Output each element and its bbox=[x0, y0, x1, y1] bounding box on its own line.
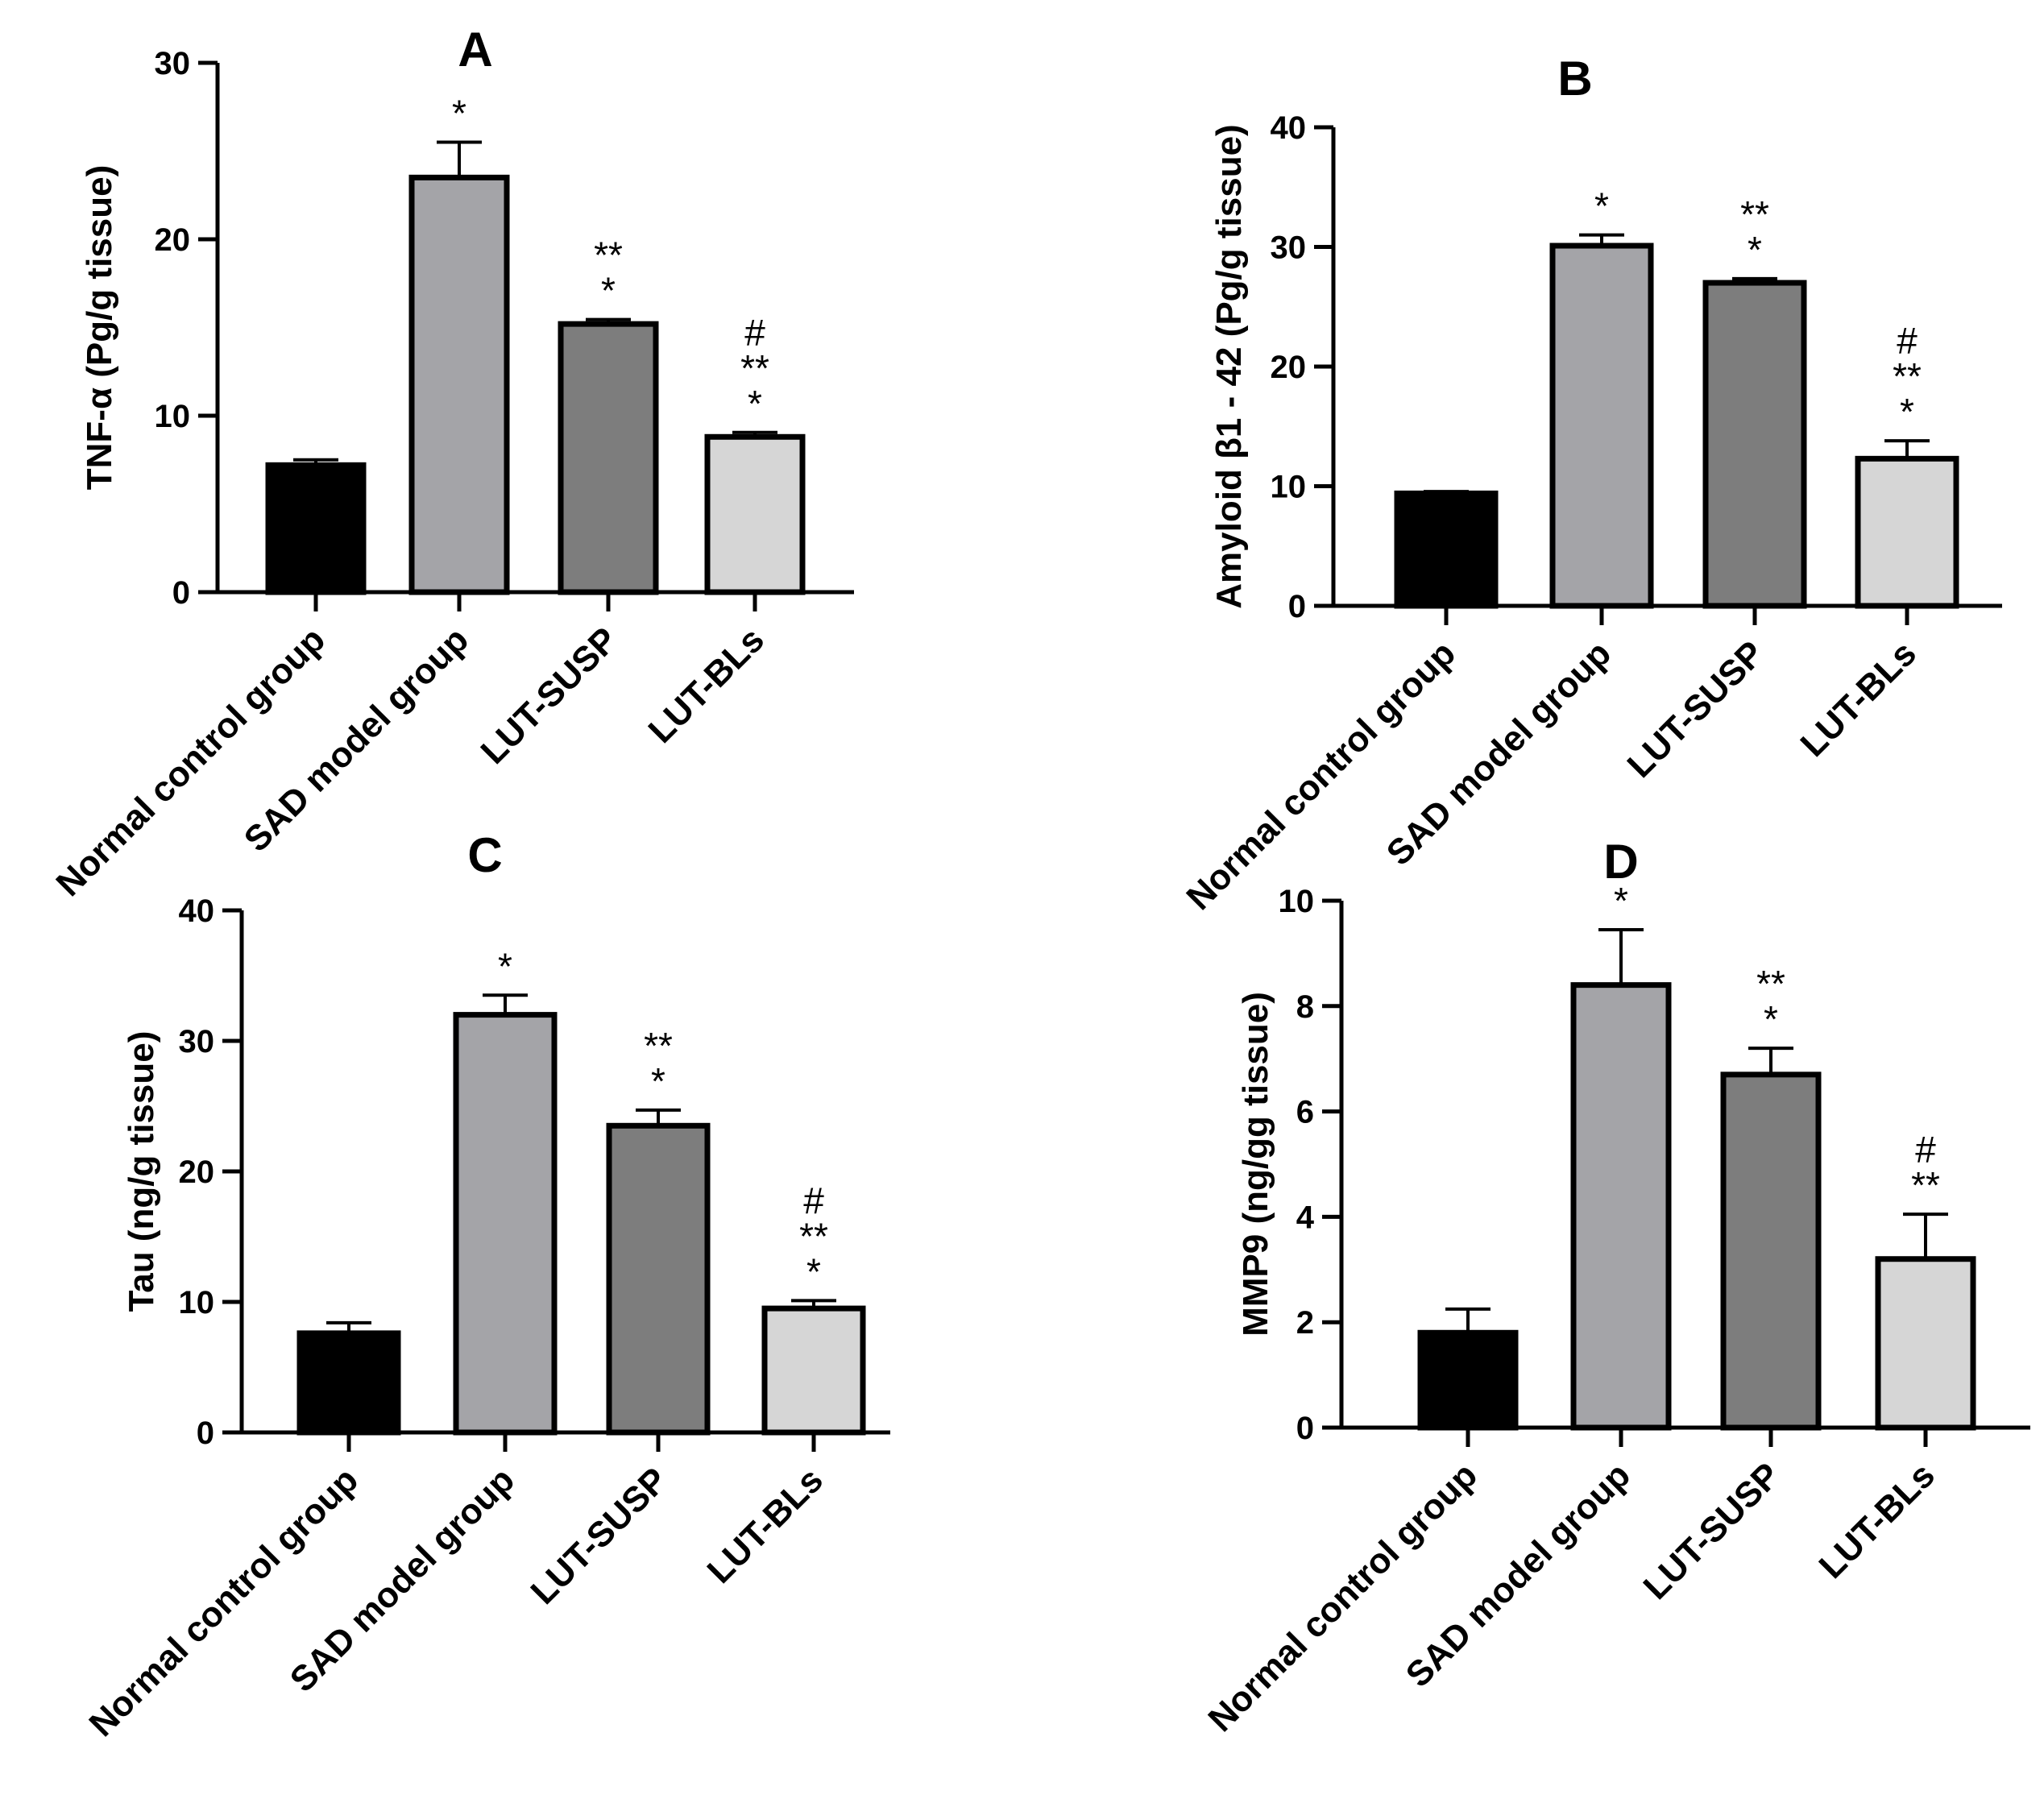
panel-d: D MMP9 (ng/gg tissue) 0 2 4 6 8 10 Normal contro… bbox=[1200, 835, 2030, 1739]
bar bbox=[408, 174, 510, 595]
panel-c: C Tau (ng/g tissue) 0 10 20 30 40 Normal contro… bbox=[81, 828, 890, 1744]
y-axis-label: MMP9 (ng/gg tissue) bbox=[1236, 992, 1275, 1337]
y-tick-label: 10 bbox=[155, 399, 191, 434]
y-tick-label: 6 bbox=[1296, 1095, 1314, 1130]
y-tick-label: 10 bbox=[179, 1285, 215, 1320]
significance-marker: # bbox=[1915, 1129, 1936, 1171]
significance-marker: ** bbox=[1911, 1164, 1940, 1206]
y-tick-label: 0 bbox=[197, 1416, 214, 1451]
significance-marker: * bbox=[806, 1250, 821, 1292]
y-tick-label: 0 bbox=[1288, 589, 1306, 624]
category-label: LUT-SUSP bbox=[1620, 633, 1772, 785]
category-label: Normal control group bbox=[81, 1460, 366, 1744]
significance-marker: * bbox=[1594, 185, 1609, 227]
significance-marker: ** bbox=[594, 234, 623, 276]
bar bbox=[453, 1012, 558, 1436]
significance-marker: * bbox=[498, 945, 512, 987]
panel-b: B Amyloid β1 - 42 (Pg/g tissue) 0 10 20 30 40 N… bbox=[1179, 52, 2002, 918]
significance-marker: ** bbox=[1893, 355, 1922, 397]
category-label: LUT-BLs bbox=[1793, 633, 1925, 765]
significance-marker: # bbox=[744, 312, 765, 354]
y-tick-label: 8 bbox=[1296, 989, 1314, 1025]
panel-letter: A bbox=[458, 23, 492, 77]
significance-marker: ** bbox=[1740, 193, 1769, 235]
y-tick-label: 4 bbox=[1296, 1200, 1315, 1235]
category-label: LUT-SUSP bbox=[524, 1460, 675, 1611]
significance-marker: * bbox=[1614, 880, 1628, 922]
significance-marker: * bbox=[748, 383, 762, 425]
bar bbox=[1549, 242, 1654, 609]
category-label: Normal control group bbox=[1200, 1455, 1485, 1739]
y-tick-label: 40 bbox=[1271, 110, 1307, 146]
category-label: LUT-SUSP bbox=[1636, 1455, 1788, 1606]
panel-letter: C bbox=[467, 828, 502, 882]
significance-marker: * bbox=[452, 93, 466, 135]
significance-marker: * bbox=[601, 270, 616, 312]
panel-letter: D bbox=[1603, 835, 1638, 889]
panel-a: A TNF-α (Pg/g tissue) 0 10 20 30 Normal contro… bbox=[48, 23, 854, 904]
bar bbox=[1855, 455, 1959, 609]
bar bbox=[761, 1305, 866, 1436]
y-tick-label: 20 bbox=[1271, 350, 1307, 385]
significance-marker: * bbox=[1748, 229, 1762, 271]
bar bbox=[1720, 1072, 1822, 1431]
significance-marker: # bbox=[1897, 320, 1918, 362]
y-axis-label: Amyloid β1 - 42 (Pg/g tissue) bbox=[1209, 124, 1249, 608]
significance-marker: ** bbox=[1756, 963, 1785, 1005]
bar bbox=[1702, 280, 1807, 609]
significance-marker: * bbox=[651, 1060, 665, 1102]
significance-marker: ** bbox=[799, 1215, 828, 1257]
bar bbox=[1417, 1329, 1519, 1431]
category-label: LUT-BLs bbox=[641, 620, 773, 751]
y-axis-label: Tau (ng/g tissue) bbox=[122, 1031, 161, 1312]
y-tick-label: 30 bbox=[1271, 230, 1307, 266]
y-tick-label: 2 bbox=[1296, 1305, 1314, 1341]
significance-marker: * bbox=[1900, 391, 1914, 433]
significance-marker: * bbox=[1764, 998, 1778, 1040]
y-tick-label: 20 bbox=[155, 222, 191, 258]
y-tick-label: 30 bbox=[179, 1024, 215, 1059]
significance-marker: # bbox=[803, 1179, 824, 1221]
y-tick-label: 40 bbox=[179, 893, 215, 929]
category-label: Normal control group bbox=[48, 620, 333, 904]
y-tick-label: 0 bbox=[172, 575, 190, 611]
bar bbox=[1875, 1256, 1976, 1431]
y-tick-label: 10 bbox=[1279, 884, 1315, 919]
bar bbox=[704, 433, 806, 595]
bar bbox=[1570, 982, 1672, 1431]
bar bbox=[606, 1122, 711, 1436]
category-label: Normal control group bbox=[1179, 633, 1463, 918]
bar bbox=[1394, 490, 1499, 609]
category-label: LUT-BLs bbox=[1812, 1455, 1943, 1586]
y-tick-label: 20 bbox=[179, 1154, 215, 1190]
y-tick-label: 10 bbox=[1271, 470, 1307, 505]
bar bbox=[265, 462, 367, 595]
y-axis-label: TNF-α (Pg/g tissue) bbox=[80, 165, 119, 490]
significance-marker: ** bbox=[644, 1025, 673, 1067]
bar bbox=[558, 321, 659, 595]
panel-letter: B bbox=[1557, 52, 1592, 106]
significance-marker: ** bbox=[740, 347, 769, 389]
bar bbox=[296, 1330, 401, 1436]
y-tick-label: 0 bbox=[1296, 1411, 1314, 1446]
y-tick-label: 30 bbox=[155, 46, 191, 81]
category-label: LUT-BLs bbox=[700, 1460, 831, 1591]
category-label: LUT-SUSP bbox=[474, 620, 625, 771]
